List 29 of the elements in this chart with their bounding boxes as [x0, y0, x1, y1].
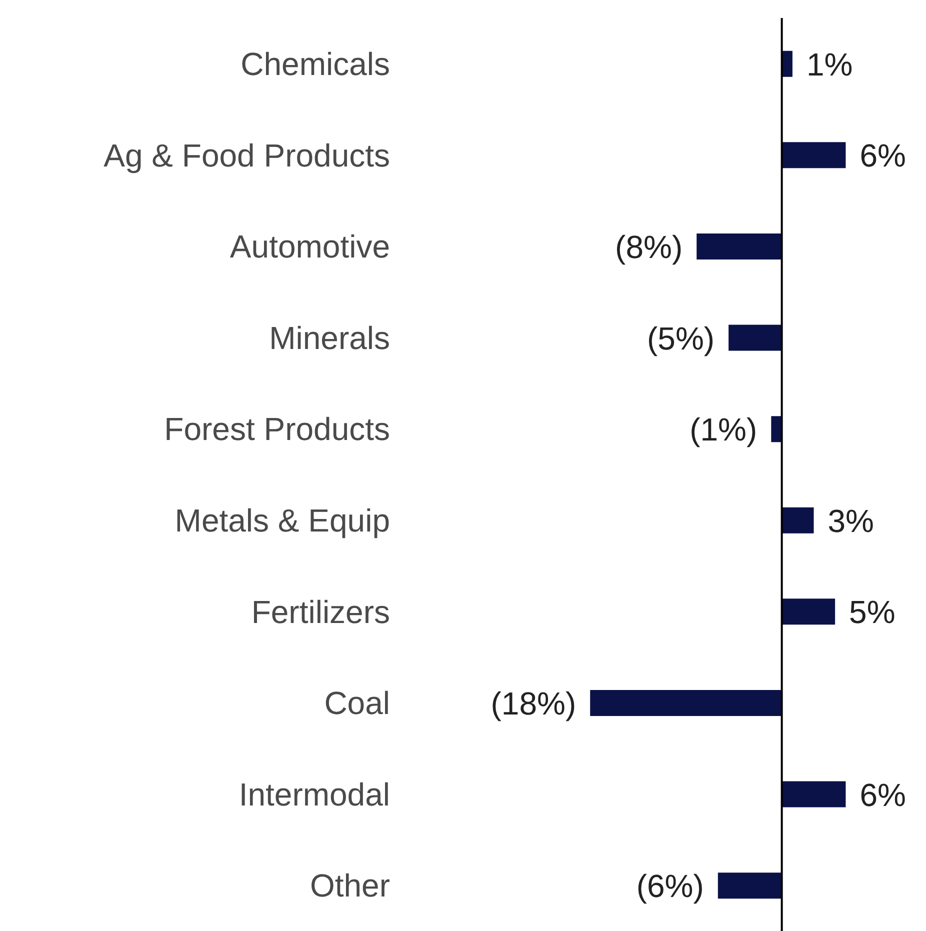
bar: [696, 233, 782, 260]
bar: [771, 416, 782, 442]
data-label: (8%): [615, 228, 683, 265]
y-tick-label: Coal: [324, 685, 390, 722]
bar: [728, 324, 782, 351]
data-label: (18%): [490, 685, 576, 722]
y-tick-label: Forest Products: [164, 411, 390, 448]
bar: [590, 690, 782, 716]
y-tick-label: Metals & Equip: [174, 502, 390, 539]
data-label: (5%): [647, 320, 715, 356]
y-tick-label: Minerals: [269, 320, 390, 356]
y-tick-label: Ag & Food Products: [104, 137, 390, 174]
y-tick-label: Automotive: [230, 228, 390, 265]
y-tick-label: Chemicals: [240, 46, 390, 82]
data-label: 6%: [860, 138, 906, 174]
bar: [782, 507, 814, 534]
data-label: 5%: [849, 594, 896, 630]
bar: [782, 598, 836, 625]
y-tick-label: Intermodal: [238, 776, 390, 812]
data-label: (6%): [636, 868, 704, 904]
bar: [782, 781, 846, 808]
data-label: (1%): [690, 412, 758, 448]
y-tick-label: Fertilizers: [251, 594, 390, 630]
data-label: 3%: [828, 502, 874, 539]
data-label: 1%: [806, 46, 853, 82]
bar: [718, 872, 782, 899]
y-tick-label: Other: [310, 868, 390, 904]
data-label: 6%: [860, 776, 906, 813]
bar: [782, 142, 846, 168]
